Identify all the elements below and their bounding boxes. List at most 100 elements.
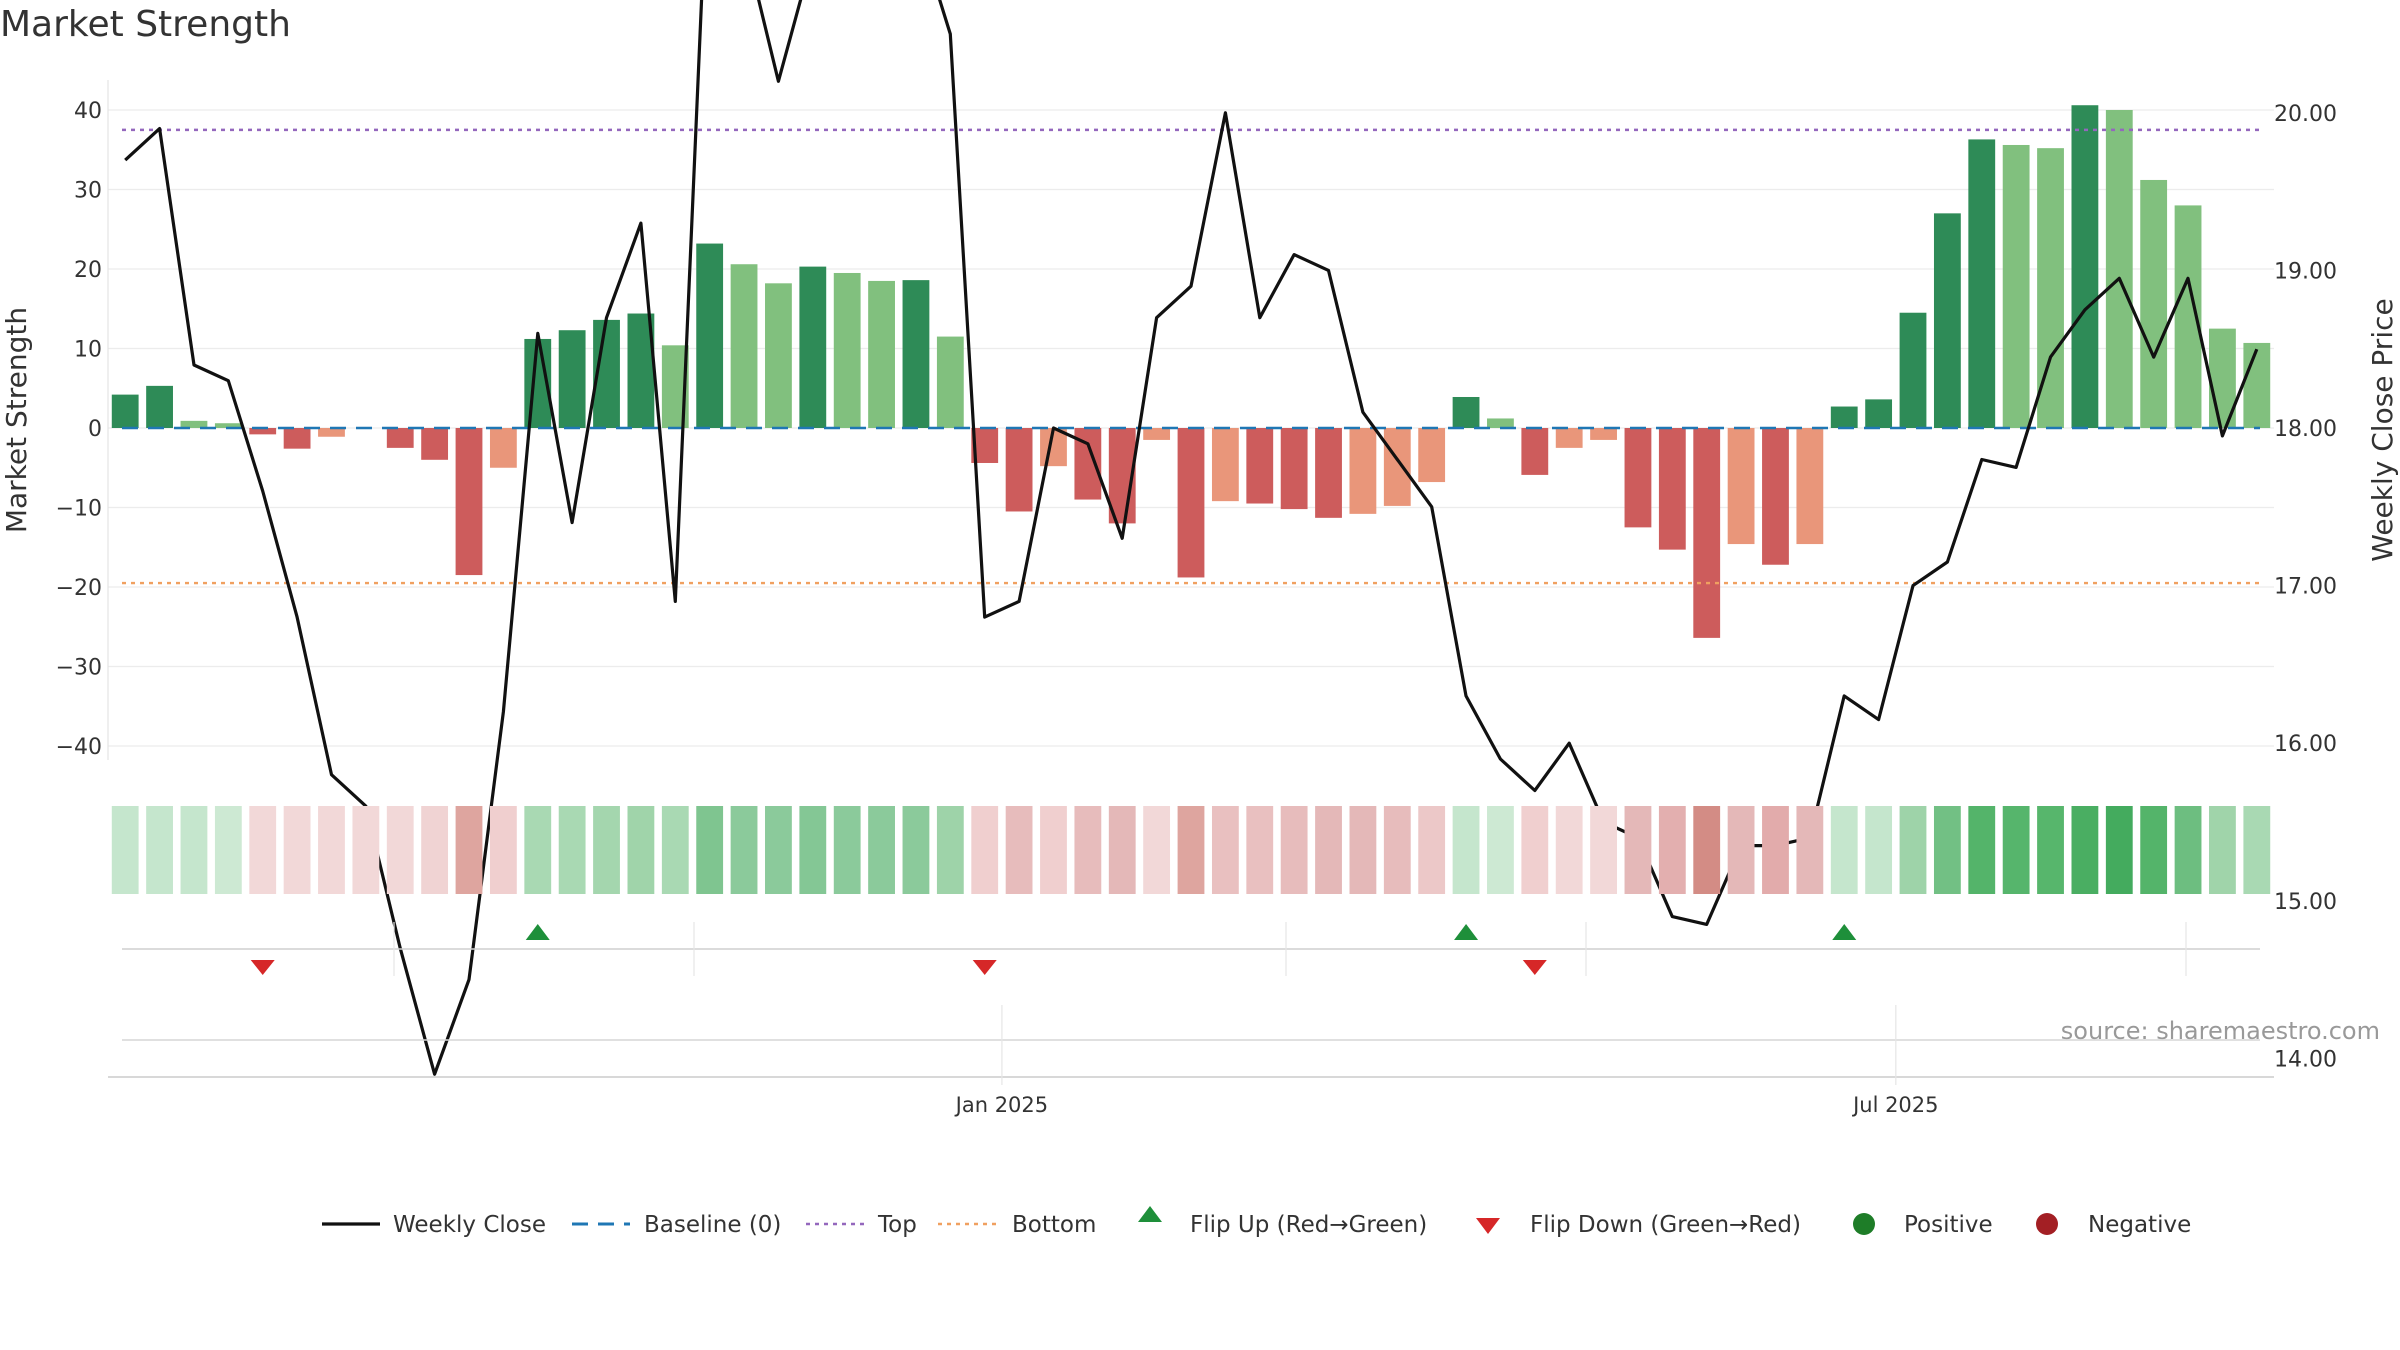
strip-cell: [421, 806, 449, 894]
strength-bar: [1865, 399, 1893, 428]
strength-bar: [2002, 144, 2030, 429]
strip-cell: [2209, 806, 2236, 894]
left-tick-label: −30: [56, 656, 102, 681]
strength-bar: [146, 385, 173, 428]
strength-bar: [455, 428, 483, 576]
strip-cell: [936, 806, 964, 894]
strength-bar: [1590, 428, 1617, 440]
strength-bar: [1177, 428, 1205, 578]
strip-cell: [593, 806, 620, 894]
strength-bar: [730, 264, 758, 428]
strength-bar: [1349, 428, 1377, 514]
legend-item: Baseline (0): [572, 1212, 781, 1238]
strength-bar: [1452, 396, 1480, 428]
strength-bar: [249, 428, 277, 435]
legend-item: Weekly Close: [322, 1212, 546, 1238]
strength-bar: [868, 280, 895, 428]
strip-cell: [1590, 806, 1617, 894]
legend-swatch: [2036, 1213, 2058, 1235]
strip-cell: [1177, 806, 1205, 894]
strength-bar: [111, 394, 139, 428]
flip-down-marker: [972, 960, 997, 975]
right-tick-label: 14.00: [2274, 1047, 2337, 1072]
left-tick-label: 10: [74, 338, 102, 363]
strength-bar: [1796, 428, 1824, 545]
strength-bar: [902, 280, 930, 428]
legend-item: Negative: [2036, 1212, 2191, 1238]
strip-cell: [318, 806, 345, 894]
strength-bar: [180, 420, 208, 428]
strength-bars: [111, 105, 2271, 638]
strength-bar: [283, 428, 311, 449]
strip-cell: [799, 806, 827, 894]
legend-label: Flip Up (Red→Green): [1190, 1212, 1427, 1238]
right-axis: Weekly Close Price 22.0021.0020.0019.001…: [2274, 102, 2399, 1073]
bottom-panel: source: sharemaestro.com: [108, 1017, 2380, 1078]
legend-label: Baseline (0): [644, 1212, 781, 1238]
strip-cell: [730, 806, 758, 894]
strength-bar: [1762, 428, 1789, 565]
strength-bar: [1315, 428, 1342, 518]
strip-cell: [1040, 806, 1067, 894]
chart-title: Market Strength: [0, 4, 291, 45]
strip-cell: [1624, 806, 1652, 894]
strip-cell: [627, 806, 655, 894]
right-tick-label: 15.00: [2274, 890, 2337, 915]
strength-bar: [1246, 428, 1274, 504]
flip-down-marker: [1522, 960, 1547, 975]
legend: Weekly Close Baseline (0) Top Bottom Flip Up…: [322, 1206, 2191, 1238]
left-axis-title: Market Strength: [0, 307, 33, 533]
strip-cell: [1693, 806, 1721, 894]
right-tick-label: 20.00: [2274, 102, 2337, 127]
strength-bar: [799, 266, 827, 428]
strip-cell: [2140, 806, 2168, 894]
strip-cell: [455, 806, 483, 894]
strip-cell: [868, 806, 895, 894]
x-tick-label: Jan 2025: [954, 1093, 1049, 1117]
strip-cell: [1933, 806, 1961, 894]
strength-bar: [1899, 312, 1927, 428]
strip-cell: [2071, 806, 2099, 894]
strip-cell: [180, 806, 208, 894]
left-tick-label: 30: [74, 179, 102, 204]
strength-bar: [765, 283, 792, 428]
strip-cell: [1487, 806, 1514, 894]
strip-cell: [283, 806, 311, 894]
strip-cell: [2243, 806, 2271, 894]
strip-cell: [2174, 806, 2202, 894]
strength-heat-strip: [111, 806, 2271, 894]
strength-bar: [1280, 428, 1308, 510]
strength-bar: [1418, 428, 1446, 483]
strength-bar: [1933, 213, 1961, 428]
strength-bar: [2243, 342, 2271, 428]
strip-cell: [1108, 806, 1136, 894]
strip-cell: [1555, 806, 1583, 894]
strip-cell: [2002, 806, 2030, 894]
strength-bar: [2071, 105, 2099, 428]
strip-cell: [2037, 806, 2064, 894]
strip-cell: [902, 806, 930, 894]
left-tick-label: 20: [74, 258, 102, 283]
strength-bar: [1383, 428, 1411, 506]
strength-bar: [1005, 428, 1033, 512]
x-axis: Jan 2025 Jul 2025: [954, 1005, 1939, 1117]
right-tick-label: 17.00: [2274, 575, 2337, 600]
right-tick-label: 19.00: [2274, 259, 2337, 284]
strip-cell: [1727, 806, 1755, 894]
strength-bar: [1693, 428, 1721, 638]
strength-bar: [318, 428, 345, 437]
strip-cell: [1315, 806, 1342, 894]
legend-item: Positive: [1853, 1212, 1993, 1238]
right-axis-title: Weekly Close Price: [2366, 298, 2399, 561]
strip-cell: [1383, 806, 1411, 894]
strip-cell: [352, 806, 380, 894]
strength-bar: [421, 428, 449, 460]
legend-label: Bottom: [1012, 1212, 1096, 1238]
flip-up-marker: [1454, 924, 1479, 940]
strength-bar: [2105, 110, 2133, 428]
strip-cell: [2105, 806, 2133, 894]
strip-cell: [1521, 806, 1549, 894]
right-tick-label: 18.00: [2274, 417, 2337, 442]
strip-cell: [1246, 806, 1274, 894]
